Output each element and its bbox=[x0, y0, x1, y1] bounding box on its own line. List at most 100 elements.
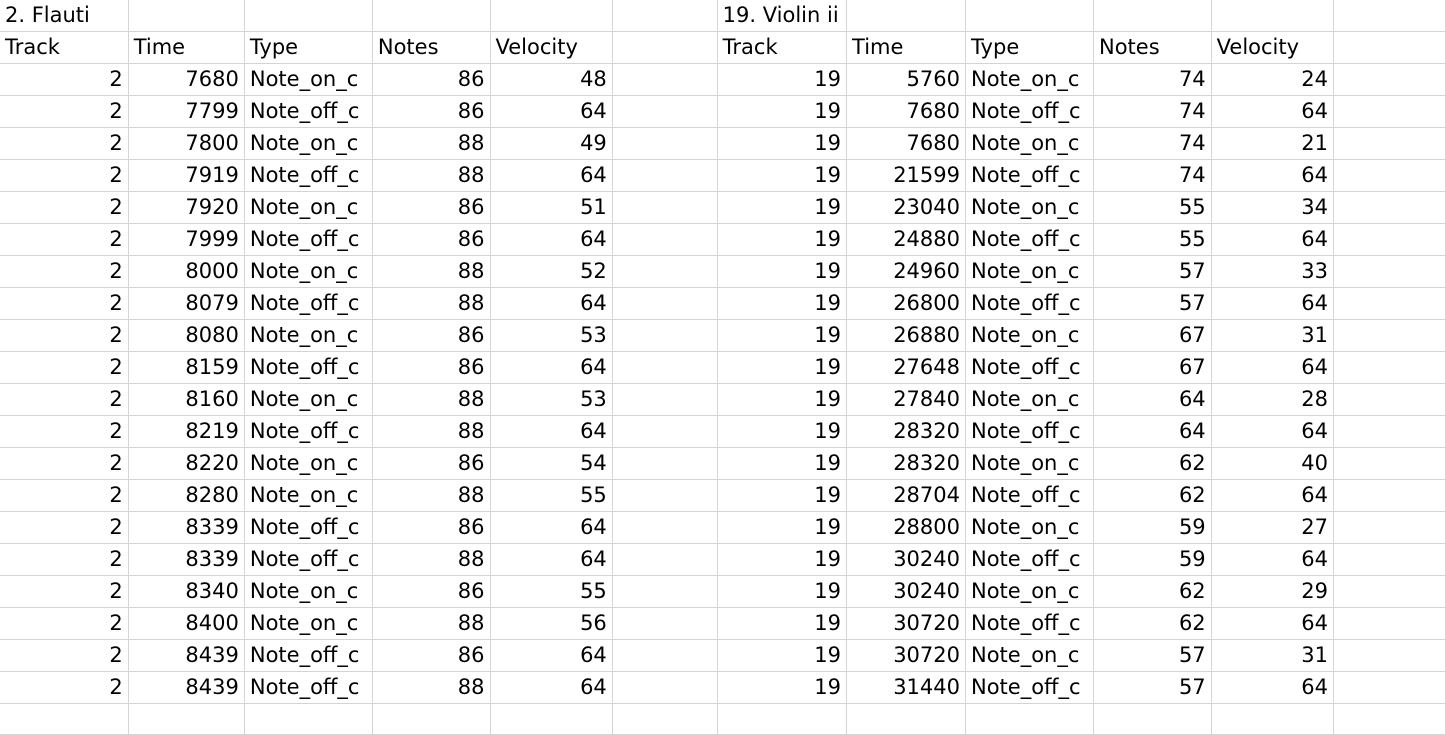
data-cell[interactable]: 74 bbox=[1093, 63, 1212, 96]
data-cell[interactable]: 19 bbox=[717, 319, 848, 352]
column-header-cell[interactable]: Time bbox=[846, 31, 966, 64]
data-cell[interactable]: Note_off_c bbox=[244, 671, 373, 704]
data-cell[interactable]: 64 bbox=[490, 543, 613, 576]
data-cell[interactable]: 19 bbox=[717, 255, 848, 288]
data-cell[interactable]: 64 bbox=[1211, 351, 1334, 384]
data-cell[interactable]: 55 bbox=[490, 479, 613, 512]
data-cell[interactable]: Note_on_c bbox=[965, 511, 1094, 544]
data-cell[interactable]: 7680 bbox=[128, 63, 245, 96]
data-cell[interactable]: 28320 bbox=[846, 447, 966, 480]
empty-cell[interactable] bbox=[1093, 0, 1212, 32]
data-cell[interactable]: 2 bbox=[0, 351, 129, 384]
data-cell[interactable]: 21599 bbox=[846, 159, 966, 192]
data-cell[interactable]: 8219 bbox=[128, 415, 245, 448]
empty-cell[interactable] bbox=[128, 703, 245, 735]
data-cell[interactable]: Note_on_c bbox=[244, 447, 373, 480]
data-cell[interactable]: 64 bbox=[1211, 543, 1334, 576]
data-cell[interactable]: Note_on_c bbox=[965, 127, 1094, 160]
data-cell[interactable]: 74 bbox=[1093, 159, 1212, 192]
data-cell[interactable]: 2 bbox=[0, 255, 129, 288]
data-cell[interactable]: Note_off_c bbox=[965, 543, 1094, 576]
data-cell[interactable]: 57 bbox=[1093, 287, 1212, 320]
data-cell[interactable]: 23040 bbox=[846, 191, 966, 224]
data-cell[interactable]: 86 bbox=[372, 63, 491, 96]
data-cell[interactable]: 34 bbox=[1211, 191, 1334, 224]
data-cell[interactable]: 64 bbox=[1211, 159, 1334, 192]
data-cell[interactable]: 29 bbox=[1211, 575, 1334, 608]
column-header-cell[interactable]: Time bbox=[128, 31, 245, 64]
empty-cell[interactable] bbox=[612, 159, 718, 192]
data-cell[interactable]: 8280 bbox=[128, 479, 245, 512]
data-cell[interactable]: 19 bbox=[717, 639, 848, 672]
data-cell[interactable]: Note_on_c bbox=[244, 479, 373, 512]
data-cell[interactable]: 8080 bbox=[128, 319, 245, 352]
data-cell[interactable]: Note_on_c bbox=[244, 319, 373, 352]
data-cell[interactable]: 19 bbox=[717, 479, 848, 512]
data-cell[interactable]: Note_off_c bbox=[244, 511, 373, 544]
data-cell[interactable]: 64 bbox=[1211, 287, 1334, 320]
data-cell[interactable]: 59 bbox=[1093, 543, 1212, 576]
data-cell[interactable]: Note_off_c bbox=[244, 159, 373, 192]
data-cell[interactable]: Note_off_c bbox=[244, 543, 373, 576]
data-cell[interactable]: 7799 bbox=[128, 95, 245, 128]
empty-cell[interactable] bbox=[612, 63, 718, 96]
data-cell[interactable]: 19 bbox=[717, 511, 848, 544]
data-cell[interactable]: 67 bbox=[1093, 351, 1212, 384]
data-cell[interactable]: 8160 bbox=[128, 383, 245, 416]
data-cell[interactable]: 26880 bbox=[846, 319, 966, 352]
data-cell[interactable]: 33 bbox=[1211, 255, 1334, 288]
data-cell[interactable]: 86 bbox=[372, 447, 491, 480]
empty-cell[interactable] bbox=[612, 575, 718, 608]
empty-cell[interactable] bbox=[965, 703, 1094, 735]
empty-cell[interactable] bbox=[1333, 319, 1446, 352]
empty-cell[interactable] bbox=[1333, 415, 1446, 448]
data-cell[interactable]: 19 bbox=[717, 159, 848, 192]
column-header-cell[interactable]: Velocity bbox=[1211, 31, 1334, 64]
data-cell[interactable]: 88 bbox=[372, 383, 491, 416]
empty-cell[interactable] bbox=[612, 543, 718, 576]
data-cell[interactable]: 88 bbox=[372, 287, 491, 320]
data-cell[interactable]: 74 bbox=[1093, 95, 1212, 128]
data-cell[interactable]: 2 bbox=[0, 287, 129, 320]
data-cell[interactable]: 2 bbox=[0, 447, 129, 480]
empty-cell[interactable] bbox=[244, 703, 373, 735]
empty-cell[interactable] bbox=[612, 607, 718, 640]
empty-cell[interactable] bbox=[717, 703, 848, 735]
data-cell[interactable]: 19 bbox=[717, 671, 848, 704]
data-cell[interactable]: 27 bbox=[1211, 511, 1334, 544]
data-cell[interactable]: 64 bbox=[1093, 415, 1212, 448]
data-cell[interactable]: Note_off_c bbox=[244, 639, 373, 672]
sheet-title-cell[interactable]: 2. Flauti bbox=[0, 0, 129, 32]
data-cell[interactable]: 2 bbox=[0, 511, 129, 544]
empty-cell[interactable] bbox=[1333, 127, 1446, 160]
data-cell[interactable]: 24880 bbox=[846, 223, 966, 256]
empty-cell[interactable] bbox=[612, 31, 718, 64]
empty-cell[interactable] bbox=[612, 127, 718, 160]
data-cell[interactable]: Note_on_c bbox=[244, 575, 373, 608]
data-cell[interactable]: 86 bbox=[372, 639, 491, 672]
empty-cell[interactable] bbox=[0, 703, 129, 735]
data-cell[interactable]: 86 bbox=[372, 351, 491, 384]
data-cell[interactable]: 8439 bbox=[128, 671, 245, 704]
data-cell[interactable]: 56 bbox=[490, 607, 613, 640]
data-cell[interactable]: 64 bbox=[1211, 479, 1334, 512]
data-cell[interactable]: 30720 bbox=[846, 607, 966, 640]
data-cell[interactable]: 88 bbox=[372, 671, 491, 704]
column-header-cell[interactable]: Type bbox=[244, 31, 373, 64]
column-header-cell[interactable]: Notes bbox=[372, 31, 491, 64]
data-cell[interactable]: 28 bbox=[1211, 383, 1334, 416]
data-cell[interactable]: 52 bbox=[490, 255, 613, 288]
empty-cell[interactable] bbox=[612, 415, 718, 448]
data-cell[interactable]: 19 bbox=[717, 607, 848, 640]
data-cell[interactable]: 19 bbox=[717, 351, 848, 384]
data-cell[interactable]: 57 bbox=[1093, 255, 1212, 288]
data-cell[interactable]: 19 bbox=[717, 127, 848, 160]
column-header-cell[interactable]: Track bbox=[717, 31, 848, 64]
data-cell[interactable]: 2 bbox=[0, 671, 129, 704]
data-cell[interactable]: 40 bbox=[1211, 447, 1334, 480]
data-cell[interactable]: 88 bbox=[372, 479, 491, 512]
column-header-cell[interactable]: Type bbox=[965, 31, 1094, 64]
empty-cell[interactable] bbox=[1333, 223, 1446, 256]
data-cell[interactable]: 19 bbox=[717, 415, 848, 448]
data-cell[interactable]: 28704 bbox=[846, 479, 966, 512]
